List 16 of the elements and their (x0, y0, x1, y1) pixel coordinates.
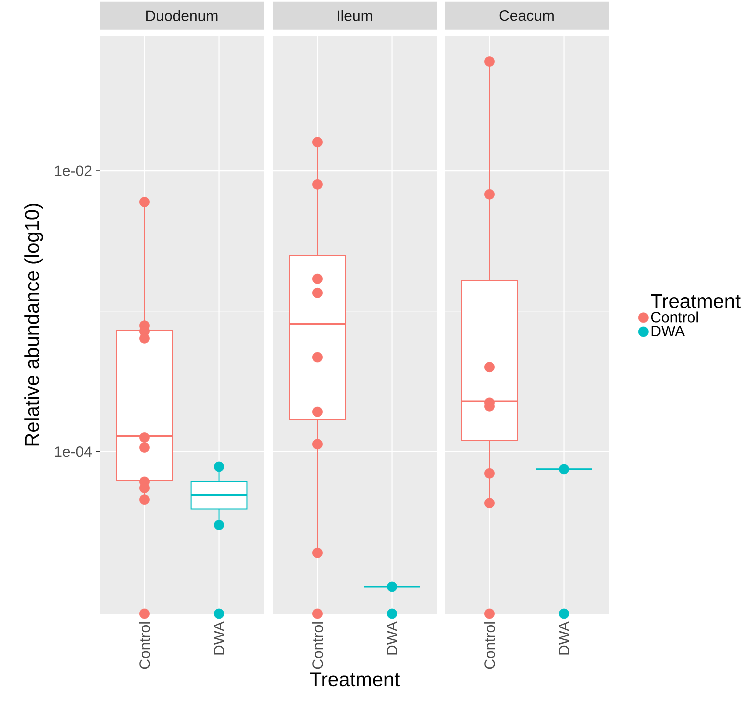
legend-label: DWA (652, 326, 686, 336)
x-tick-label: Control (139, 622, 150, 670)
y-axis-title: Relative abundance (log10) (24, 204, 44, 446)
y-tick-label: 1e-02 (55, 166, 92, 176)
x-tick-label: DWA (559, 622, 570, 655)
x-tick-label: DWA (214, 622, 224, 655)
chart-title: Ceacum (500, 10, 554, 22)
chart-title: Ileum (338, 10, 372, 22)
x-tick-label: DWA (387, 622, 398, 655)
legend-title: Treatment (651, 294, 741, 308)
x-axis-title: Treatment (310, 672, 400, 687)
x-tick-label: Control (312, 622, 324, 670)
chart-title: Duodenum (146, 10, 218, 22)
x-tick-label: Control (484, 622, 496, 670)
y-tick-label: 1e-04 (55, 446, 92, 458)
text: Control (651, 312, 698, 323)
